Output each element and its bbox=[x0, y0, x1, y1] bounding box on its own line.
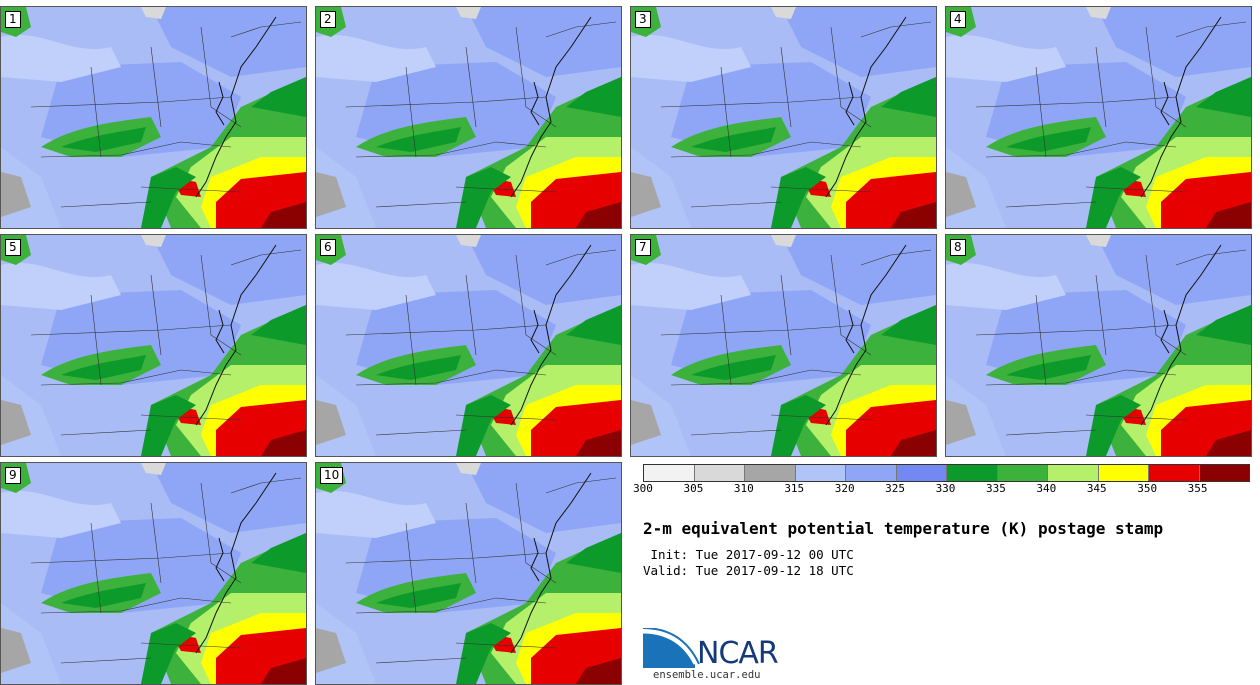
ensemble-member-map-8: 8 bbox=[945, 234, 1252, 457]
map-image bbox=[316, 463, 621, 684]
colorbar-tick-label: 330 bbox=[935, 482, 956, 495]
color-swatch bbox=[997, 465, 1048, 481]
ncar-logo-icon bbox=[643, 628, 700, 668]
ensemble-member-map-4: 4 bbox=[945, 6, 1252, 229]
color-swatch bbox=[644, 465, 695, 481]
colorbar-tick-label: 335 bbox=[985, 482, 1006, 495]
ensemble-member-map-6: 6 bbox=[315, 234, 622, 457]
member-number-label: 5 bbox=[5, 239, 21, 256]
color-swatch bbox=[846, 465, 897, 481]
member-number-label: 3 bbox=[635, 11, 651, 28]
color-swatch bbox=[795, 465, 846, 481]
colorbar-tick-label: 355 bbox=[1187, 482, 1208, 495]
ensemble-member-map-5: 5 bbox=[0, 234, 307, 457]
member-number-label: 9 bbox=[5, 467, 21, 484]
color-swatch bbox=[1048, 465, 1099, 481]
color-swatch bbox=[947, 465, 998, 481]
member-number-label: 8 bbox=[950, 239, 966, 256]
valid-time: Valid: Tue 2017-09-12 18 UTC bbox=[643, 563, 854, 578]
member-number-label: 7 bbox=[635, 239, 651, 256]
color-scale-bar bbox=[643, 464, 1250, 482]
member-number-label: 1 bbox=[5, 11, 21, 28]
color-swatch bbox=[1199, 465, 1249, 481]
color-swatch bbox=[1098, 465, 1149, 481]
colorbar-tick-label: 320 bbox=[834, 482, 855, 495]
colorbar-tick-label: 345 bbox=[1086, 482, 1107, 495]
ensemble-member-map-3: 3 bbox=[630, 6, 937, 229]
ensemble-member-map-2: 2 bbox=[315, 6, 622, 229]
colorbar-tick-label: 305 bbox=[683, 482, 704, 495]
ncar-logo-text: NCAR bbox=[697, 636, 779, 671]
product-title: 2-m equivalent potential temperature (K)… bbox=[643, 519, 1164, 538]
colorbar-tick-label: 315 bbox=[784, 482, 805, 495]
map-image bbox=[316, 235, 621, 456]
colorbar-tick-label: 325 bbox=[885, 482, 906, 495]
map-image bbox=[1, 235, 306, 456]
ensemble-member-map-10: 10 bbox=[315, 462, 622, 685]
colorbar-tick-label: 350 bbox=[1137, 482, 1158, 495]
map-image bbox=[946, 235, 1251, 456]
map-image bbox=[631, 235, 936, 456]
color-swatch bbox=[694, 465, 745, 481]
map-image bbox=[1, 463, 306, 684]
colorbar-tick-label: 300 bbox=[633, 482, 653, 495]
ensemble-member-map-1: 1 bbox=[0, 6, 307, 229]
ensemble-member-map-9: 9 bbox=[0, 462, 307, 685]
map-image bbox=[946, 7, 1251, 228]
member-number-label: 2 bbox=[320, 11, 336, 28]
init-time: Init: Tue 2017-09-12 00 UTC bbox=[643, 547, 854, 562]
member-number-label: 10 bbox=[320, 467, 344, 484]
ensemble-member-map-7: 7 bbox=[630, 234, 937, 457]
site-url: ensemble.ucar.edu bbox=[653, 669, 761, 681]
member-number-label: 6 bbox=[320, 239, 336, 256]
color-swatch bbox=[745, 465, 796, 481]
colorbar-tick-label: 340 bbox=[1036, 482, 1057, 495]
map-image bbox=[1, 7, 306, 228]
map-image bbox=[316, 7, 621, 228]
colorbar-tick-label: 310 bbox=[733, 482, 754, 495]
member-number-label: 4 bbox=[950, 11, 966, 28]
color-swatch bbox=[896, 465, 947, 481]
map-image bbox=[631, 7, 936, 228]
color-swatch bbox=[1149, 465, 1200, 481]
